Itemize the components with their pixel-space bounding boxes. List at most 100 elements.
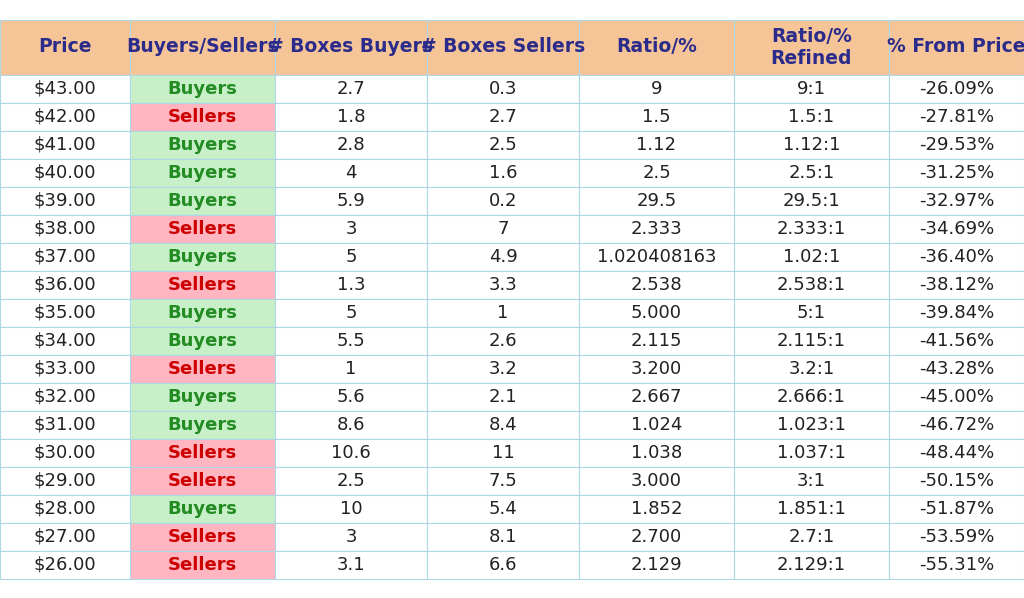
Text: Buyers: Buyers <box>168 304 238 322</box>
Bar <box>734 20 889 75</box>
Text: 2.5:1: 2.5:1 <box>788 163 835 182</box>
Text: 0.2: 0.2 <box>488 191 517 209</box>
Bar <box>0 20 130 75</box>
Bar <box>130 102 275 130</box>
Bar <box>579 158 734 187</box>
Text: -53.59%: -53.59% <box>919 527 994 545</box>
Bar <box>130 327 275 355</box>
Bar <box>0 243 130 270</box>
Text: 1.024: 1.024 <box>631 416 682 434</box>
Text: 10.6: 10.6 <box>331 444 371 462</box>
Text: -29.53%: -29.53% <box>919 136 994 154</box>
Bar <box>889 523 1024 551</box>
Bar <box>275 438 427 466</box>
Text: # Boxes Buyers: # Boxes Buyers <box>268 38 433 56</box>
Text: Buyers: Buyers <box>168 416 238 434</box>
Bar <box>579 523 734 551</box>
Bar <box>0 410 130 438</box>
Text: 29.5:1: 29.5:1 <box>782 191 841 209</box>
Bar <box>275 410 427 438</box>
Bar <box>579 355 734 383</box>
Text: 4: 4 <box>345 163 356 182</box>
Bar <box>427 187 579 215</box>
Text: 2.667: 2.667 <box>631 388 682 405</box>
Bar <box>0 158 130 187</box>
Bar <box>427 466 579 495</box>
Text: 2.333:1: 2.333:1 <box>777 219 846 237</box>
Text: Buyers/Sellers: Buyers/Sellers <box>126 38 279 56</box>
Text: $27.00: $27.00 <box>34 527 96 545</box>
Bar <box>275 327 427 355</box>
Bar <box>130 243 275 270</box>
Text: 9: 9 <box>650 80 663 97</box>
Text: Sellers: Sellers <box>168 527 238 545</box>
Bar <box>275 551 427 578</box>
Bar <box>889 20 1024 75</box>
Bar <box>889 270 1024 298</box>
Bar <box>275 130 427 158</box>
Bar <box>427 75 579 102</box>
Bar <box>427 551 579 578</box>
Bar <box>734 355 889 383</box>
Text: Buyers: Buyers <box>168 499 238 517</box>
Text: $40.00: $40.00 <box>34 163 96 182</box>
Bar <box>0 355 130 383</box>
Bar <box>275 215 427 243</box>
Text: 5.5: 5.5 <box>337 331 366 349</box>
Text: Buyers: Buyers <box>168 331 238 349</box>
Text: Buyers: Buyers <box>168 248 238 266</box>
Bar <box>275 243 427 270</box>
Bar <box>130 298 275 327</box>
Text: 5.000: 5.000 <box>631 304 682 322</box>
Text: 2.7:1: 2.7:1 <box>788 527 835 545</box>
Text: 2.5: 2.5 <box>642 163 671 182</box>
Bar <box>734 551 889 578</box>
Bar <box>734 270 889 298</box>
Bar <box>130 383 275 410</box>
Bar <box>130 466 275 495</box>
Text: 1.8: 1.8 <box>337 108 366 126</box>
Text: 2.666:1: 2.666:1 <box>777 388 846 405</box>
Text: 3.2:1: 3.2:1 <box>788 359 835 377</box>
Text: % From Price: % From Price <box>887 38 1024 56</box>
Bar <box>579 270 734 298</box>
Bar <box>130 355 275 383</box>
Text: 8.1: 8.1 <box>488 527 517 545</box>
Bar <box>579 383 734 410</box>
Bar <box>130 410 275 438</box>
Text: -51.87%: -51.87% <box>919 499 994 517</box>
Text: $42.00: $42.00 <box>34 108 96 126</box>
Text: 1.851:1: 1.851:1 <box>777 499 846 517</box>
Bar <box>734 75 889 102</box>
Bar <box>427 327 579 355</box>
Text: 5.4: 5.4 <box>488 499 517 517</box>
Bar <box>889 327 1024 355</box>
Bar <box>734 438 889 466</box>
Text: 8.6: 8.6 <box>337 416 366 434</box>
Text: 9:1: 9:1 <box>797 80 826 97</box>
Bar <box>275 383 427 410</box>
Text: 7: 7 <box>498 219 509 237</box>
Bar <box>275 75 427 102</box>
Bar <box>734 130 889 158</box>
Text: # Boxes Sellers: # Boxes Sellers <box>421 38 585 56</box>
Bar <box>579 243 734 270</box>
Bar <box>734 523 889 551</box>
Text: 5.6: 5.6 <box>337 388 366 405</box>
Bar <box>579 327 734 355</box>
Text: $33.00: $33.00 <box>34 359 96 377</box>
Bar <box>889 410 1024 438</box>
Bar <box>0 551 130 578</box>
Bar <box>130 215 275 243</box>
Bar <box>275 20 427 75</box>
Text: Price: Price <box>38 38 92 56</box>
Text: -36.40%: -36.40% <box>919 248 994 266</box>
Bar <box>734 102 889 130</box>
Bar <box>427 130 579 158</box>
Text: -50.15%: -50.15% <box>919 471 994 490</box>
Text: $36.00: $36.00 <box>34 276 96 294</box>
Bar <box>734 187 889 215</box>
Text: -45.00%: -45.00% <box>920 388 994 405</box>
Text: $39.00: $39.00 <box>34 191 96 209</box>
Bar <box>130 130 275 158</box>
